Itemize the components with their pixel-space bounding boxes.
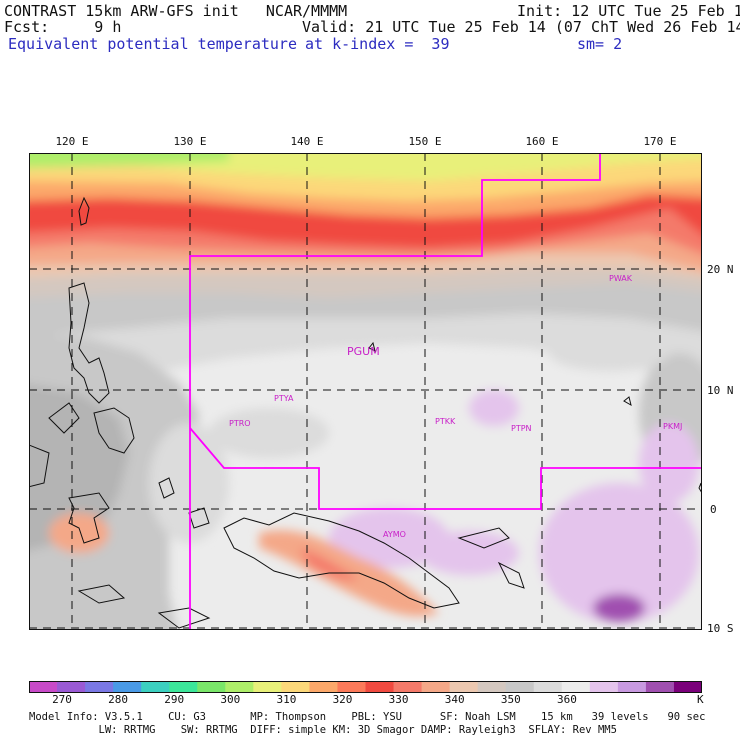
colorbar-swatch	[141, 681, 170, 693]
colorbar-label: 290	[164, 693, 185, 706]
station-pwak: PWAK	[609, 274, 633, 283]
station-ptya: PTYA	[274, 394, 294, 403]
colorbar-swatch	[533, 681, 563, 693]
lat-label-20n: 20 N	[707, 263, 734, 276]
colorbar-label: 330	[388, 693, 409, 706]
colorbar-unit: K	[697, 693, 704, 706]
colorbar-swatch	[421, 681, 451, 693]
lat-label-10s: 10 S	[707, 622, 734, 635]
colorbar-swatch	[29, 681, 58, 693]
colorbar-swatch	[477, 681, 507, 693]
field-name: Equivalent potential temperature	[8, 35, 297, 53]
mindanao-coast	[93, 407, 135, 454]
borneo-coast	[29, 444, 50, 488]
colorbar-swatch	[57, 681, 86, 693]
header-forecast-hour: Fcst: 9 h	[4, 18, 122, 36]
colorbar-swatch	[225, 681, 254, 693]
colorbar-swatch	[197, 681, 226, 693]
header-init-time: Init: 12 UTC Tue 25 Feb 14	[517, 2, 740, 20]
colorbar-label: 300	[220, 693, 241, 706]
lon-label-170e: 170 E	[643, 135, 677, 148]
colorbar-swatch	[561, 681, 591, 693]
taiwan-coast	[78, 196, 90, 226]
station-ptkk: PTKK	[435, 417, 456, 426]
header-title: CONTRAST 15km ARW-GFS init NCAR/MMMM	[4, 2, 348, 20]
colorbar-swatch	[337, 681, 366, 693]
lon-label-130e: 130 E	[173, 135, 207, 148]
colorbar-swatch	[393, 681, 423, 693]
colorbar-label: 270	[52, 693, 72, 706]
luzon-coast	[68, 282, 110, 404]
station-ptpn: PTPN	[511, 424, 532, 433]
model-info-line1: Model Info: V3.5.1 CU: G3 MP: Thompson P…	[29, 711, 706, 723]
colorbar-swatch	[309, 681, 338, 693]
colorbar-swatch	[449, 681, 479, 693]
model-info-line2: LW: RRTMG SW: RRTMG DIFF: simple KM: 3D …	[29, 724, 617, 736]
colorbar-swatch	[169, 681, 198, 693]
region-boundary	[189, 153, 601, 630]
station-pkmj: PKMJ	[663, 422, 682, 431]
lon-label-120e: 120 E	[55, 135, 89, 148]
colorbar-label: 350	[500, 693, 521, 706]
lon-label-140e: 140 E	[290, 135, 324, 148]
colorbar-swatch	[645, 681, 675, 693]
colorbar-swatch	[253, 681, 282, 693]
station-aymo: AYMO	[383, 530, 406, 539]
new-guinea-coast	[223, 512, 460, 609]
coastlines	[29, 196, 702, 629]
sulawesi-coast	[68, 492, 110, 544]
colorbar-swatch	[589, 681, 619, 693]
lon-label-150e: 150 E	[408, 135, 442, 148]
colorbar-swatch	[617, 681, 647, 693]
colorbar-swatch	[673, 681, 702, 693]
colorbar-swatch	[113, 681, 142, 693]
station-pgum: PGUM	[347, 345, 380, 358]
lon-label-160e: 160 E	[525, 135, 559, 148]
colorbar-label: 320	[332, 693, 353, 706]
smoothing-value: sm= 2	[577, 35, 623, 53]
colorbar-swatch	[365, 681, 395, 693]
level-index: at k-index = 39	[305, 35, 450, 53]
station-ptro: PTRO	[229, 419, 251, 428]
colorbar-label: 310	[276, 693, 297, 706]
colorbar-label: 360	[556, 693, 577, 706]
lat-label-equator: 0	[710, 503, 717, 516]
header-valid-time: Valid: 21 UTC Tue 25 Feb 14 (07 ChT Wed …	[302, 18, 740, 36]
colorbar-swatch	[505, 681, 535, 693]
map-frame	[29, 153, 702, 630]
colorbar	[29, 681, 702, 693]
colorbar-label: 340	[444, 693, 465, 706]
new-britain-coast	[457, 527, 510, 549]
colorbar-swatch	[85, 681, 114, 693]
theta-e-map: PWAK PGUM PTYA PTRO PTKK PTPN PKMJ AYMO	[29, 153, 702, 630]
lat-label-10n: 10 N	[707, 384, 734, 397]
colorbar-label: 280	[108, 693, 129, 706]
colorbar-swatch	[281, 681, 310, 693]
